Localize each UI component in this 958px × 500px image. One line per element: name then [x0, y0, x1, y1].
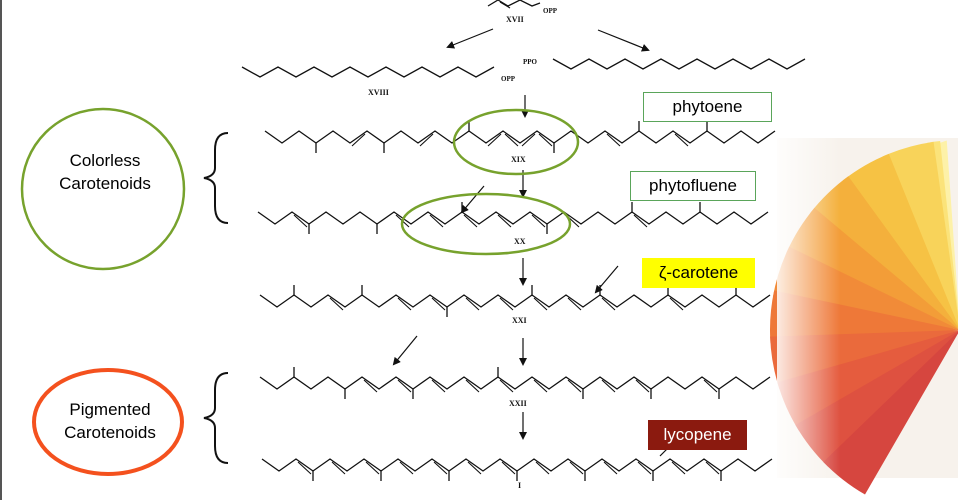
highlight-oval-xx: [400, 192, 572, 256]
molecule-ppo-chain: PPO: [523, 58, 806, 70]
molecule-xvii: OPP XVII: [487, 0, 558, 24]
highlight-oval-xix: [452, 108, 580, 176]
colorless-label-line2: Carotenoids: [59, 174, 151, 193]
phytofluene-label: phytofluene: [630, 171, 756, 201]
pointer-arrow-xxii: [392, 335, 418, 366]
pointer-arrow-xxi: [594, 265, 619, 294]
colorless-carotenoids-label: Colorless Carotenoids: [40, 149, 170, 195]
compound-label-xxii: XXII: [509, 399, 527, 408]
molecule-xix-chain: [264, 121, 776, 153]
compound-label-xix: XIX: [511, 155, 526, 164]
color-fan-image: [770, 138, 958, 495]
compound-label-xxi: XXI: [512, 316, 527, 325]
colorless-group-oval: [20, 107, 186, 271]
pointer-arrow-xx: [460, 185, 485, 214]
carotenoid-chains: [257, 121, 776, 481]
pigmented-group-oval: [32, 368, 184, 476]
pigmented-carotenoids-label: Pigmented Carotenoids: [45, 398, 175, 444]
ppo-group: PPO: [523, 58, 538, 66]
colorless-label-line1: Colorless: [69, 151, 141, 170]
pigmented-label-line1: Pigmented: [69, 400, 151, 419]
brace-colorless: [203, 132, 229, 224]
phytoene-label: phytoene: [643, 92, 772, 122]
brace-pigmented: [203, 372, 229, 464]
zeta-carotene-label: ζ-carotene: [642, 258, 755, 288]
molecule-i-chain: [261, 458, 773, 481]
compound-label-xx: XX: [514, 237, 526, 246]
molecule-xx-chain: [257, 202, 769, 234]
compound-label-i: I: [518, 481, 521, 490]
opp-group-top: OPP: [543, 7, 558, 15]
molecule-xviii: OPP XVIII: [241, 66, 516, 97]
molecule-xxii-chain: [259, 367, 771, 399]
compound-label-xvii: XVII: [506, 15, 524, 24]
pigmented-label-line2: Carotenoids: [64, 423, 156, 442]
molecule-xxi-chain: [259, 285, 771, 317]
arrow-to-xviii: [446, 28, 494, 49]
compound-label-xviii: XVIII: [368, 88, 389, 97]
arrow-to-ppo: [597, 29, 650, 52]
lycopene-label: lycopene: [648, 420, 747, 450]
opp-group-left: OPP: [501, 75, 516, 83]
slide-left-border: [0, 0, 2, 500]
